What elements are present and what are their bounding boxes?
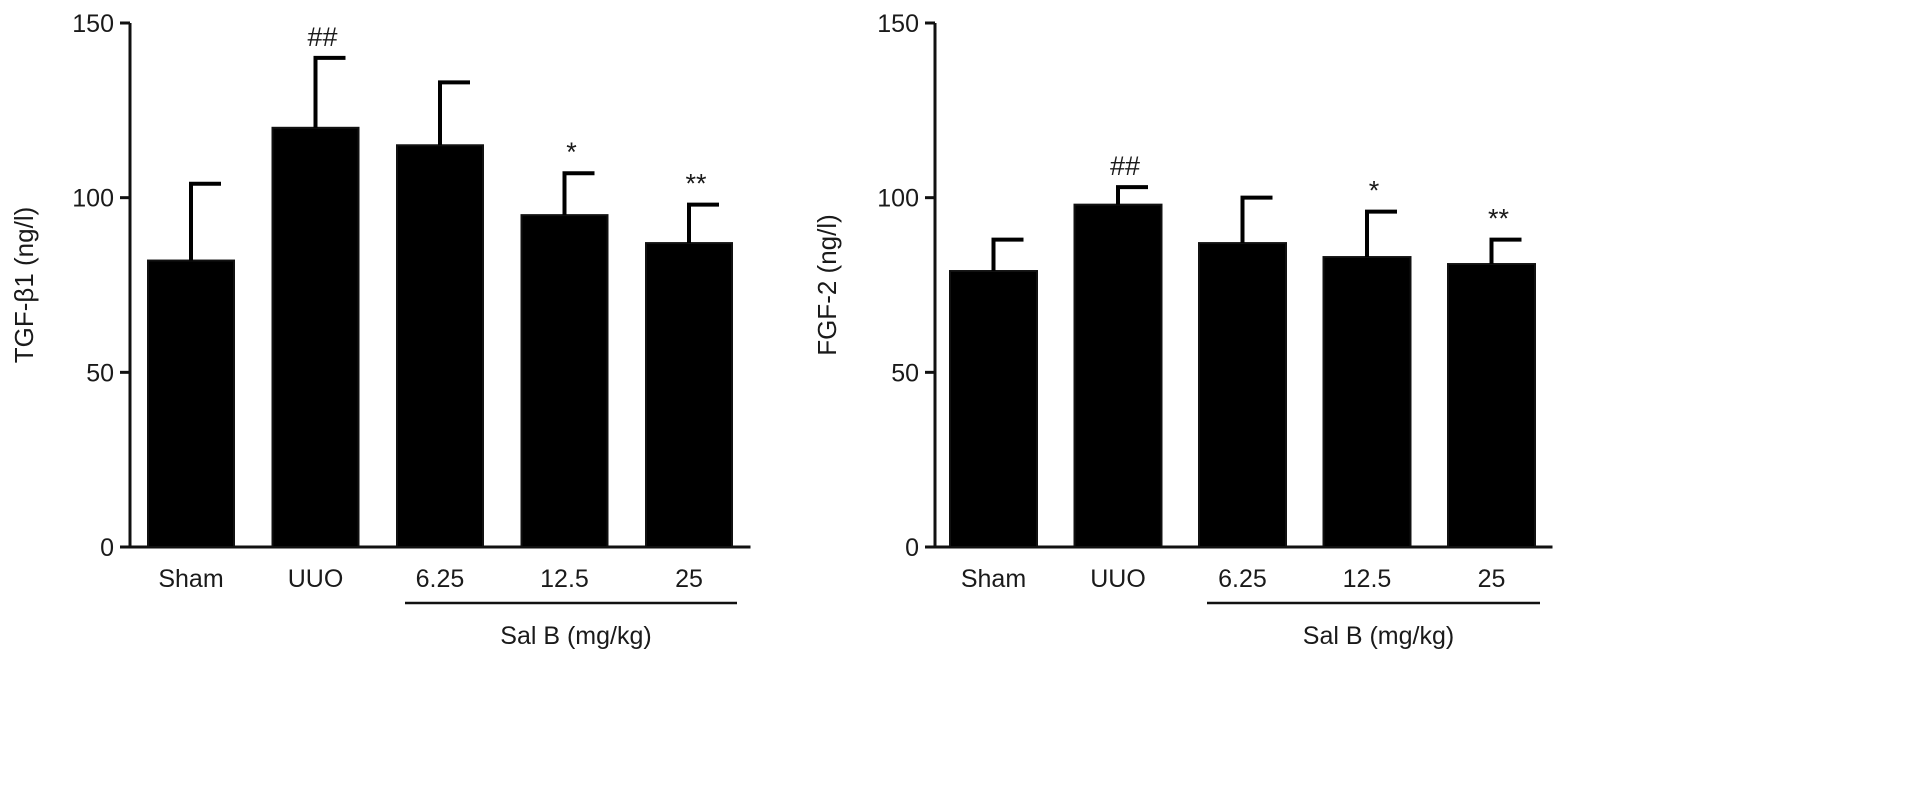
tgf-category-label: 6.25	[416, 565, 465, 593]
fgf-group-label: Sal B (mg/kg)	[1303, 622, 1454, 650]
tgf-bar	[645, 242, 733, 549]
fgf-bar	[1073, 203, 1163, 549]
tgf-y-tick-label: 50	[86, 359, 114, 387]
tgf-significance-label: ##	[307, 22, 337, 52]
fgf-category-label: 12.5	[1343, 565, 1392, 593]
fgf2-chart: FGF-2 (ng/l) 0 50 100 150 Sham ## UUO 6.25 * 12.5…	[812, 10, 1553, 650]
tgf-y-tick-label: 100	[72, 185, 114, 213]
tgf-bar	[271, 126, 360, 549]
fgf-bar	[1322, 256, 1412, 548]
fgf-category-label: Sham	[961, 565, 1026, 593]
fgf-bar	[1198, 242, 1287, 549]
fgf-y-tick-label: 100	[877, 185, 919, 213]
tgf-y-tick-label: 150	[72, 10, 114, 38]
tgf-group-label: Sal B (mg/kg)	[500, 622, 651, 650]
fgf-y-tick-label: 150	[877, 10, 919, 38]
tgf-category-label: UUO	[288, 565, 344, 593]
fgf-category-label: 25	[1478, 565, 1506, 593]
fgf-significance-label: *	[1369, 176, 1380, 206]
tgf-significance-label: *	[566, 137, 577, 167]
fgf-significance-label: **	[1488, 204, 1510, 234]
tgf-bar	[147, 259, 235, 548]
tgf-bar	[396, 144, 484, 548]
fgf-bar	[949, 270, 1038, 548]
tgf-beta1-chart: TGF-β1 (ng/l) 0 50 100 150 Sham ## UUO 6.25 * 12.…	[9, 10, 751, 650]
fgf-category-label: UUO	[1090, 565, 1146, 593]
fgf-category-label: 6.25	[1218, 565, 1267, 593]
fgf2-y-axis-label: FGF-2 (ng/l)	[812, 214, 842, 356]
tgf-y-tick-label: 0	[100, 534, 114, 562]
fgf-significance-label: ##	[1110, 151, 1140, 181]
tgf-beta1-y-axis-label: TGF-β1 (ng/l)	[9, 207, 39, 364]
tgf-bar	[520, 214, 609, 548]
fgf-y-tick-label: 50	[891, 359, 919, 387]
tgf-category-label: 12.5	[540, 565, 589, 593]
tgf-category-label: Sham	[158, 565, 223, 593]
fgf-bar	[1447, 263, 1536, 548]
tgf-category-label: 25	[675, 565, 703, 593]
tgf-significance-label: **	[685, 169, 707, 199]
fgf-y-tick-label: 0	[905, 534, 919, 562]
